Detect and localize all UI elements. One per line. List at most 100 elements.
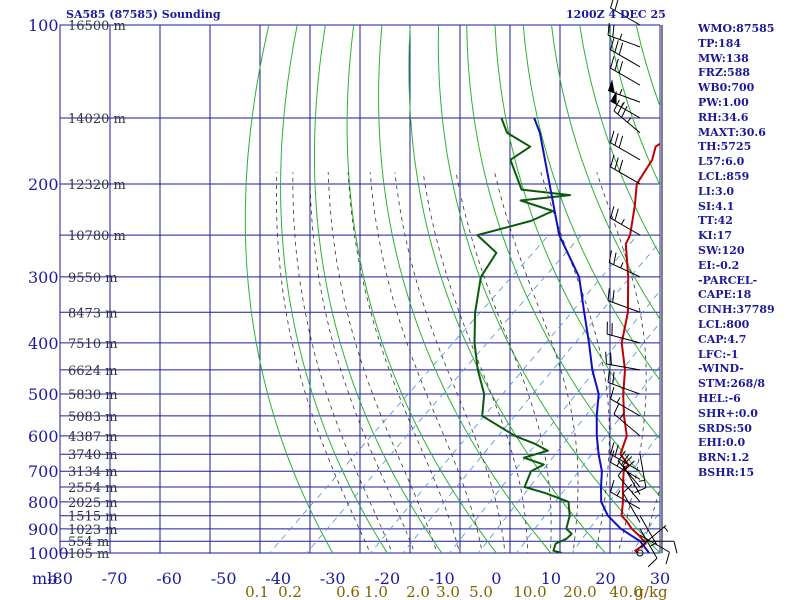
- dry-adiabat: [579, 25, 660, 256]
- dry-adiabat: [494, 25, 660, 440]
- wind-feather: [665, 551, 670, 565]
- wind-barb: [610, 154, 641, 185]
- wind-barb: [610, 0, 641, 26]
- temperature-tick-label: 20: [595, 569, 615, 588]
- temperature-tick-label: -50: [211, 569, 237, 588]
- wind-feather: [614, 208, 619, 221]
- wind-feather: [673, 541, 678, 554]
- stat-item: EHI:0.0: [698, 436, 746, 450]
- temperature-tick-label: 10: [541, 569, 561, 588]
- mixing-ratio-line: [269, 234, 550, 553]
- wind-feather: [610, 442, 615, 455]
- stat-item: CAP:4.7: [698, 332, 747, 346]
- temperature-tick-label: 30: [650, 569, 670, 588]
- wind-feather: [622, 456, 633, 466]
- dry-adiabat: [408, 25, 607, 553]
- wind-staff: [610, 49, 641, 68]
- wind-barb: [636, 549, 644, 557]
- wind-feather: [621, 106, 628, 118]
- temperature-tick-label: -40: [265, 569, 291, 588]
- stat-item: LCL:859: [698, 169, 750, 183]
- mixing-ratio-line: [402, 241, 660, 553]
- wind-staff: [610, 217, 641, 236]
- mixing-ratio-label: g/kg: [634, 583, 668, 600]
- wind-feather: [610, 130, 615, 143]
- height-label: 105 m: [68, 547, 109, 562]
- stat-item: -WIND-: [698, 362, 744, 376]
- temperature-tick-label: -60: [156, 569, 182, 588]
- moist-adiabat: [540, 172, 610, 553]
- stat-item: WMO:87585: [698, 22, 775, 35]
- dry-adiabat: [550, 25, 660, 321]
- wind-staff: [639, 528, 658, 559]
- wind-staff: [610, 491, 641, 510]
- wind-half-feather: [619, 88, 623, 95]
- wind-staff: [610, 7, 641, 26]
- height-label: 14020 m: [68, 112, 126, 127]
- wind-barb: [622, 456, 641, 495]
- temperature-tick-label: -80: [47, 569, 73, 588]
- wind-half-feather: [619, 33, 623, 40]
- wind-barb: [610, 56, 641, 86]
- wind-barb: [607, 370, 641, 395]
- wind-half-feather: [616, 490, 621, 496]
- stat-item: STM:268/8: [698, 377, 765, 391]
- wind-staff: [607, 300, 641, 313]
- mixing-ratio-label: 5.0: [469, 583, 493, 600]
- moist-adiabat: [309, 172, 416, 553]
- mixing-ratio-line: [571, 432, 660, 553]
- mixing-ratio-label: 2.0: [406, 583, 430, 600]
- wind-feather: [610, 0, 614, 9]
- height-label: 10780 m: [68, 229, 126, 244]
- wind-feather: [612, 371, 615, 385]
- wind-barb: [639, 528, 658, 568]
- moist-adiabat: [422, 172, 529, 553]
- wind-barb: [610, 37, 641, 68]
- wind-half-feather: [620, 262, 624, 269]
- wind-feather: [613, 402, 620, 415]
- wind-barb: [610, 130, 641, 161]
- stat-item: -PARCEL-: [698, 273, 758, 287]
- mixing-ratio-label: 1.0: [364, 583, 388, 600]
- dry-adiabat: [314, 25, 443, 553]
- stat-item: SW:120: [698, 243, 745, 257]
- height-label: 554 m: [68, 535, 109, 550]
- wind-calm-mark: [636, 549, 644, 557]
- height-label: 16500 m: [68, 19, 126, 34]
- mixing-ratio-line: [477, 321, 660, 553]
- moist-adiabat: [347, 172, 461, 553]
- height-label: 12320 m: [68, 178, 126, 193]
- wind-feather: [613, 252, 617, 265]
- wind-barb: [613, 402, 641, 437]
- wind-staff: [617, 460, 641, 488]
- mixing-ratio-label: 0.1: [245, 583, 269, 600]
- stat-item: LI:3.0: [698, 184, 735, 198]
- stat-item: TP:184: [698, 36, 742, 50]
- wind-barb: [605, 351, 641, 371]
- wind-barb: [608, 250, 641, 278]
- wind-barb: [640, 540, 678, 554]
- mixing-ratio-lines: [269, 234, 660, 553]
- wind-half-feather: [619, 413, 624, 420]
- wind-barbs: [605, 0, 678, 568]
- wind-feather: [610, 37, 615, 50]
- wind-feather: [634, 487, 647, 494]
- pressure-unit-label: mb: [32, 569, 57, 588]
- wind-feather: [614, 0, 619, 11]
- height-label: 4387 m: [68, 430, 118, 445]
- wind-barb: [606, 321, 641, 344]
- height-label: 1023 m: [68, 523, 118, 538]
- height-label: 7510 m: [68, 337, 118, 352]
- wind-feather: [614, 58, 619, 71]
- moist-adiabat: [369, 172, 483, 553]
- stat-item: MAXT:30.6: [698, 125, 766, 139]
- stat-item: PW:1.00: [698, 95, 749, 109]
- wind-staff: [608, 262, 641, 278]
- wind-feather: [618, 42, 624, 55]
- parcel-line: [533, 117, 650, 553]
- pressure-tick-label: 600: [28, 427, 59, 446]
- pressure-tick-label: 900: [28, 520, 59, 539]
- dry-adiabat: [522, 25, 660, 382]
- mixing-ratio-label: 3.0: [436, 583, 460, 600]
- wind-staff: [617, 475, 641, 503]
